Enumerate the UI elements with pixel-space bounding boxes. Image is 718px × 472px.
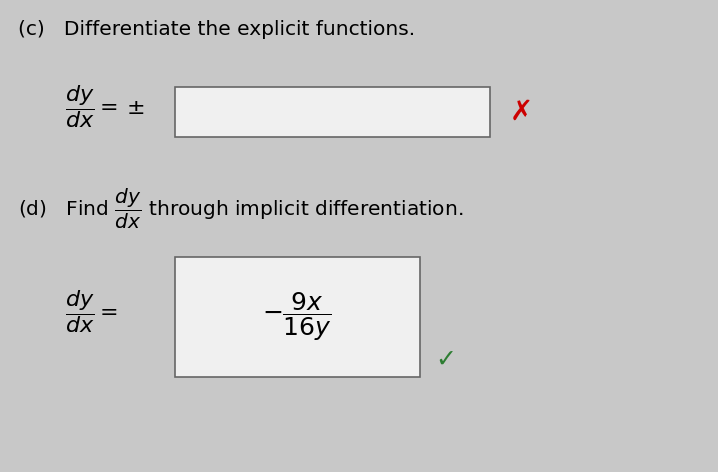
Text: $\dfrac{dy}{dx} = \pm$: $\dfrac{dy}{dx} = \pm$ xyxy=(65,84,145,130)
Text: (c)   Differentiate the explicit functions.: (c) Differentiate the explicit functions… xyxy=(18,20,415,39)
Text: ✓: ✓ xyxy=(435,348,456,372)
Text: ✗: ✗ xyxy=(510,98,533,126)
Text: $\dfrac{dy}{dx} =$: $\dfrac{dy}{dx} =$ xyxy=(65,288,118,336)
Bar xyxy=(175,257,420,377)
Text: (d)   Find $\dfrac{dy}{dx}$ through implicit differentiation.: (d) Find $\dfrac{dy}{dx}$ through implic… xyxy=(18,187,463,231)
Text: $-\dfrac{9x}{16y}$: $-\dfrac{9x}{16y}$ xyxy=(262,291,332,344)
Bar xyxy=(175,87,490,137)
